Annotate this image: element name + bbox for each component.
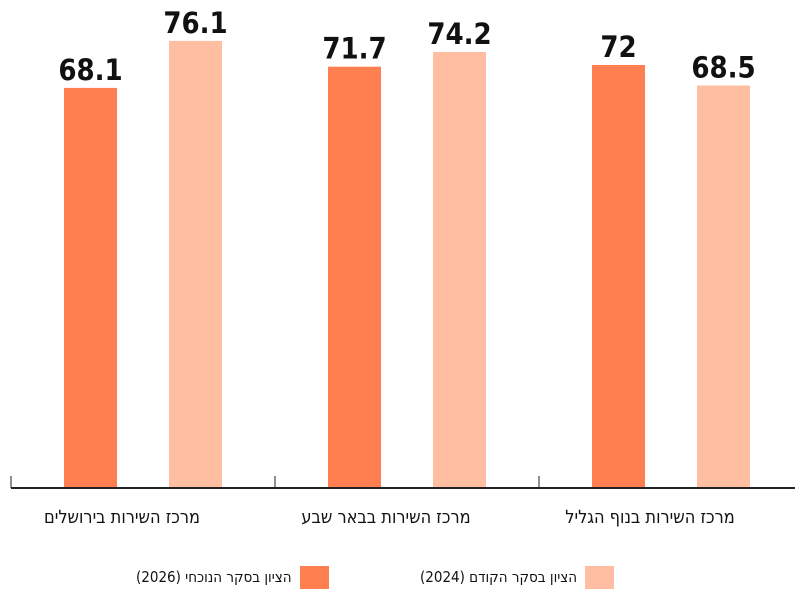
data-label: 72	[600, 30, 636, 64]
category-label: מרכז השירות בבאר שבע	[301, 507, 470, 528]
category-label: מרכז השירות בירושלים	[44, 507, 200, 528]
legend-swatch-current	[299, 565, 329, 589]
bar	[169, 40, 222, 489]
bar	[592, 65, 645, 488]
bar	[433, 52, 486, 488]
category-label: מרכז השירות בנוף הגליל	[565, 507, 735, 528]
bar	[328, 66, 381, 488]
data-label: 68.1	[58, 53, 122, 87]
data-label: 68.5	[691, 51, 755, 85]
bar	[697, 85, 750, 488]
bar	[64, 87, 117, 489]
data-label: 76.1	[163, 6, 227, 40]
legend-item-previous: הציון בסקר הקודם (2024)	[420, 564, 615, 590]
data-label: 71.7	[322, 32, 386, 66]
legend-label-current: הציון בסקר הנוכחי (2026)	[136, 568, 292, 586]
data-label: 74.2	[427, 17, 491, 51]
legend-swatch-previous	[585, 565, 615, 589]
legend-item-current: הציון בסקר הנוכחי (2026)	[136, 564, 329, 590]
legend-label-previous: הציון בסקר הקודם (2024)	[420, 568, 578, 586]
